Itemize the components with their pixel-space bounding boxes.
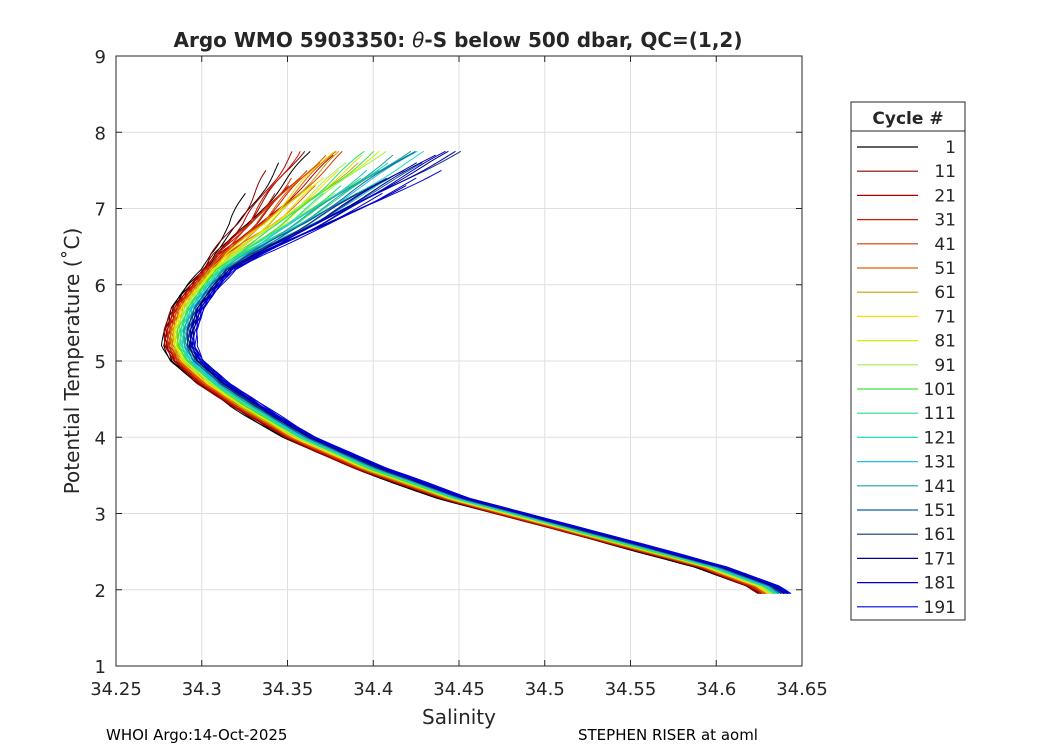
x-tick-label: 34.3	[182, 679, 222, 700]
legend: Cycle # 11121314151617181911011111211311…	[850, 101, 966, 621]
cycle-series-line	[179, 192, 777, 594]
legend-entry-label: 151	[924, 501, 956, 521]
y-tick-label: 3	[95, 505, 106, 526]
y-tick-label: 5	[95, 352, 106, 373]
x-tick-label: 34.4	[353, 679, 393, 700]
x-tick-label: 34.5	[525, 679, 565, 700]
data-series-group	[160, 150, 792, 595]
x-tick-label: 34.55	[605, 679, 657, 700]
legend-entry-label: 171	[924, 549, 956, 569]
x-tick-label: 34.65	[776, 679, 828, 700]
legend-entry-label: 81	[934, 332, 956, 352]
y-tick-label: 7	[95, 200, 106, 221]
legend-entry-label: 21	[934, 186, 956, 206]
x-axis-label: Salinity	[422, 705, 496, 729]
legend-entry-label: 111	[924, 404, 956, 424]
axis-ticks: 34.25 34.3 34.35 34.4 34.45 34.5 34.55 34.6 34.6…	[90, 47, 828, 700]
chart-title-prefix: Argo WMO 5903350:	[174, 28, 413, 52]
legend-entry-label: 141	[924, 477, 956, 497]
legend-title: Cycle #	[872, 109, 943, 129]
legend-entry-label: 51	[934, 259, 956, 279]
chart-title: Argo WMO 5903350: θ-S below 500 dbar, QC…	[174, 28, 743, 52]
legend-entry-label: 61	[934, 283, 956, 303]
y-tick-label: 6	[95, 276, 106, 297]
cycle-series-line	[173, 177, 769, 594]
x-tick-label: 34.45	[433, 679, 485, 700]
footer-left-text: WHOI Argo:14-Oct-2025	[106, 726, 288, 744]
y-axis-label: Potential Temperature (˚C)	[60, 228, 84, 495]
legend-entry-label: 121	[924, 428, 956, 448]
y-tick-label: 2	[95, 581, 106, 602]
legend-entry-label: 161	[924, 525, 956, 545]
legend-entry-label: 31	[934, 211, 956, 231]
footer-right-text: STEPHEN RISER at aoml	[578, 726, 758, 744]
y-tick-label: 9	[95, 47, 106, 68]
legend-entry-label: 1	[945, 138, 956, 158]
chart-title-suffix: -S below 500 dbar, QC=(1,2)	[424, 28, 742, 52]
cycle-series-line	[186, 169, 782, 595]
legend-entry-label: 181	[924, 574, 956, 594]
cycle-series-line	[195, 177, 789, 595]
legend-entry-label: 191	[924, 598, 956, 618]
legend-entry-label: 71	[934, 307, 956, 327]
x-tick-label: 34.25	[90, 679, 142, 700]
legend-entry-label: 131	[924, 453, 956, 473]
legend-entry-label: 41	[934, 235, 956, 255]
x-tick-label: 34.6	[696, 679, 736, 700]
y-tick-label: 1	[95, 657, 106, 678]
legend-entry-label: 101	[924, 380, 956, 400]
chart-title-theta-symbol: θ	[412, 28, 424, 52]
legend-entry-label: 91	[934, 356, 956, 376]
x-tick-label: 34.35	[262, 679, 314, 700]
y-tick-label: 4	[95, 428, 106, 449]
y-tick-label: 8	[95, 123, 106, 144]
legend-entry-label: 11	[934, 162, 956, 182]
